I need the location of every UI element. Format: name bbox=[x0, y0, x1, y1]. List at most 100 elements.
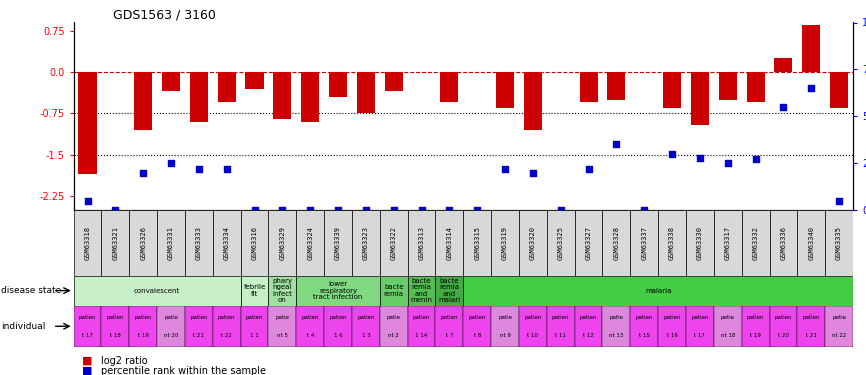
Bar bbox=[185, 306, 213, 347]
Point bbox=[331, 207, 345, 213]
Bar bbox=[296, 276, 380, 306]
Bar bbox=[603, 306, 630, 347]
Point bbox=[164, 160, 178, 166]
Text: t 4: t 4 bbox=[307, 333, 313, 338]
Text: t 8: t 8 bbox=[474, 333, 481, 338]
Bar bbox=[607, 72, 625, 100]
Bar bbox=[496, 72, 514, 108]
Text: phary
ngeal
infect
on: phary ngeal infect on bbox=[272, 278, 293, 303]
Text: GSM63327: GSM63327 bbox=[585, 226, 591, 260]
Text: patien: patien bbox=[79, 315, 96, 320]
Text: GSM63336: GSM63336 bbox=[780, 226, 786, 260]
Point bbox=[748, 156, 762, 162]
Bar bbox=[546, 210, 575, 276]
Text: GSM63321: GSM63321 bbox=[113, 226, 119, 260]
Text: patien: patien bbox=[663, 315, 681, 320]
Text: nt 20: nt 20 bbox=[164, 333, 178, 338]
Bar bbox=[101, 306, 129, 347]
Bar bbox=[268, 210, 296, 276]
Bar bbox=[830, 72, 848, 108]
Bar bbox=[658, 210, 686, 276]
Text: patie: patie bbox=[498, 315, 512, 320]
Text: patien: patien bbox=[524, 315, 541, 320]
Text: GSM63317: GSM63317 bbox=[725, 226, 731, 260]
Bar bbox=[408, 210, 436, 276]
Text: patien: patien bbox=[301, 315, 319, 320]
Text: percentile rank within the sample: percentile rank within the sample bbox=[101, 366, 267, 375]
Bar bbox=[296, 210, 324, 276]
Point bbox=[443, 207, 456, 213]
Text: bacte
remia
and
malari: bacte remia and malari bbox=[438, 278, 461, 303]
Text: patie: patie bbox=[387, 315, 401, 320]
Bar bbox=[630, 306, 658, 347]
Bar bbox=[324, 306, 352, 347]
Bar bbox=[658, 306, 686, 347]
Bar bbox=[352, 306, 380, 347]
Text: GSM63316: GSM63316 bbox=[251, 226, 257, 260]
Text: GSM63334: GSM63334 bbox=[223, 226, 229, 260]
Text: patien: patien bbox=[107, 315, 124, 320]
Text: GSM63326: GSM63326 bbox=[140, 226, 146, 260]
Bar bbox=[329, 72, 347, 97]
Text: GSM63328: GSM63328 bbox=[613, 226, 619, 260]
Bar bbox=[440, 72, 458, 102]
Bar bbox=[463, 210, 491, 276]
Text: t 10: t 10 bbox=[527, 333, 539, 338]
Point bbox=[220, 166, 234, 172]
Text: t 7: t 7 bbox=[446, 333, 453, 338]
Bar bbox=[798, 306, 825, 347]
Point bbox=[275, 207, 289, 213]
Point bbox=[108, 207, 122, 213]
Text: bacte
remia: bacte remia bbox=[384, 284, 404, 297]
Bar bbox=[663, 72, 682, 108]
Point bbox=[303, 207, 317, 213]
Text: patien: patien bbox=[580, 315, 598, 320]
Bar bbox=[162, 72, 180, 92]
Text: t 15: t 15 bbox=[639, 333, 650, 338]
Bar bbox=[630, 210, 658, 276]
Bar bbox=[380, 276, 408, 306]
Text: nt 5: nt 5 bbox=[277, 333, 288, 338]
Bar bbox=[770, 210, 798, 276]
Bar bbox=[241, 276, 268, 306]
Text: t 17: t 17 bbox=[695, 333, 705, 338]
Text: patie: patie bbox=[164, 315, 178, 320]
Text: GSM63324: GSM63324 bbox=[307, 226, 313, 260]
Text: ■: ■ bbox=[82, 366, 93, 375]
Text: 1 14: 1 14 bbox=[416, 333, 428, 338]
Bar bbox=[74, 276, 241, 306]
Text: patien: patien bbox=[413, 315, 430, 320]
Text: lower
respiratory
tract infection: lower respiratory tract infection bbox=[313, 281, 363, 300]
Text: nt 13: nt 13 bbox=[609, 333, 624, 338]
Text: t 11: t 11 bbox=[555, 333, 566, 338]
Point bbox=[387, 207, 401, 213]
Text: patien: patien bbox=[441, 315, 458, 320]
Point bbox=[359, 207, 372, 213]
Bar bbox=[746, 72, 765, 102]
Point bbox=[693, 154, 707, 160]
Text: 1 6: 1 6 bbox=[333, 333, 342, 338]
Text: patie: patie bbox=[721, 315, 734, 320]
Text: 1 3: 1 3 bbox=[361, 333, 371, 338]
Text: patien: patien bbox=[691, 315, 708, 320]
Text: patien: patien bbox=[775, 315, 792, 320]
Point bbox=[832, 198, 846, 204]
Point bbox=[721, 160, 734, 166]
Point bbox=[665, 151, 679, 157]
Text: t 18: t 18 bbox=[110, 333, 120, 338]
Text: 1 1: 1 1 bbox=[250, 333, 259, 338]
Bar bbox=[408, 306, 436, 347]
Point bbox=[553, 207, 567, 213]
Text: patien: patien bbox=[246, 315, 263, 320]
Text: individual: individual bbox=[1, 322, 45, 331]
Bar bbox=[463, 276, 853, 306]
Text: patien: patien bbox=[469, 315, 486, 320]
Point bbox=[248, 207, 262, 213]
Bar bbox=[241, 210, 268, 276]
Bar bbox=[741, 210, 770, 276]
Point bbox=[526, 170, 540, 176]
Text: t 22: t 22 bbox=[222, 333, 232, 338]
Bar bbox=[686, 210, 714, 276]
Bar bbox=[157, 210, 185, 276]
Bar bbox=[575, 306, 603, 347]
